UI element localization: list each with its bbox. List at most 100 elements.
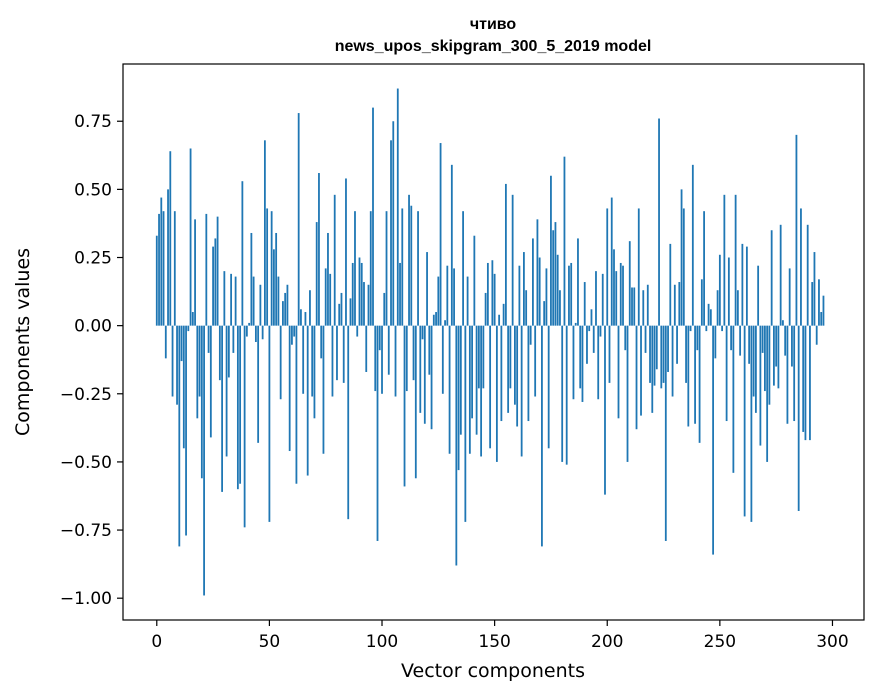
- bar: [608, 325, 611, 383]
- bar: [574, 322, 577, 326]
- bar: [730, 325, 733, 351]
- bar: [604, 325, 606, 495]
- bar: [475, 325, 478, 435]
- bar: [723, 194, 726, 326]
- bar: [209, 325, 212, 438]
- bar: [586, 325, 588, 364]
- bar: [714, 325, 717, 359]
- bar: [176, 325, 178, 405]
- bar: [813, 252, 816, 326]
- x-tick-label: 100: [366, 632, 398, 652]
- bar: [637, 208, 640, 326]
- bar: [610, 197, 613, 326]
- bar: [500, 325, 503, 422]
- bar: [187, 325, 190, 332]
- bar: [214, 238, 217, 326]
- bar: [405, 325, 408, 392]
- y-axis: −1.00 −0.75 −0.50 −0.25 0.00 0.25 0.50 0.75: [60, 112, 123, 609]
- bar: [741, 243, 744, 326]
- bar: [516, 325, 519, 427]
- bar: [653, 325, 656, 386]
- bar: [345, 178, 347, 326]
- bar: [351, 262, 354, 326]
- bar: [263, 140, 266, 326]
- bar: [538, 257, 541, 326]
- bar: [572, 325, 575, 400]
- bar: [698, 325, 701, 443]
- bar: [583, 282, 586, 326]
- bar: [327, 232, 329, 326]
- bar: [563, 156, 566, 326]
- bar: [408, 194, 410, 326]
- bar: [766, 325, 769, 462]
- x-tick-label: 300: [816, 632, 848, 652]
- bar: [757, 265, 760, 326]
- bar: [786, 325, 789, 424]
- bar: [414, 325, 417, 479]
- bar: [318, 173, 320, 326]
- bar: [556, 254, 559, 326]
- bar: [669, 243, 672, 326]
- bar: [412, 325, 415, 381]
- bar: [225, 325, 228, 457]
- bar: [784, 325, 787, 356]
- bar: [554, 222, 557, 326]
- bar: [644, 325, 647, 353]
- bar: [410, 205, 413, 326]
- bar: [446, 265, 449, 326]
- bar: [498, 314, 501, 326]
- bar: [804, 325, 807, 441]
- y-tick-label: 0.25: [74, 249, 112, 269]
- bar: [809, 325, 811, 441]
- bar: [286, 284, 289, 326]
- bar: [518, 265, 521, 326]
- bar: [504, 183, 507, 326]
- bar: [340, 292, 343, 326]
- bar: [158, 213, 160, 326]
- bar: [642, 290, 645, 326]
- bar: [617, 325, 620, 419]
- x-axis: 0 50 100 150 200 250 300: [151, 620, 849, 652]
- bar: [667, 325, 669, 372]
- bar: [477, 325, 480, 389]
- bar: [736, 290, 739, 326]
- bar: [655, 325, 658, 370]
- bar: [770, 230, 773, 326]
- bar: [182, 325, 185, 449]
- bar: [230, 273, 233, 326]
- bar: [700, 279, 703, 326]
- bar: [320, 325, 323, 359]
- bar: [541, 325, 543, 547]
- bar: [365, 325, 368, 372]
- bar: [601, 273, 604, 326]
- bar: [734, 194, 737, 326]
- bar: [259, 284, 262, 326]
- bar: [791, 325, 793, 367]
- bar: [435, 312, 437, 326]
- bar: [773, 325, 775, 386]
- bar: [745, 246, 748, 326]
- bar: [471, 325, 473, 419]
- bar: [595, 271, 597, 326]
- y-tick-label: −0.25: [60, 385, 112, 405]
- bar: [613, 249, 615, 326]
- bar: [622, 265, 624, 326]
- bar: [599, 325, 602, 337]
- bar: [543, 301, 546, 326]
- x-tick-label: 250: [704, 632, 736, 652]
- bar: [173, 211, 176, 326]
- bar: [392, 121, 395, 326]
- bar: [444, 320, 446, 326]
- bar: [662, 325, 665, 383]
- bar: [279, 325, 282, 400]
- bar: [394, 325, 397, 397]
- bar: [257, 325, 260, 443]
- bar: [689, 325, 692, 332]
- x-tick-label: 150: [478, 632, 510, 652]
- bar: [782, 320, 784, 326]
- y-tick-label: 0.50: [74, 180, 112, 200]
- bar: [245, 325, 248, 337]
- bar: [768, 325, 771, 405]
- bar: [716, 290, 719, 326]
- bar: [640, 325, 642, 416]
